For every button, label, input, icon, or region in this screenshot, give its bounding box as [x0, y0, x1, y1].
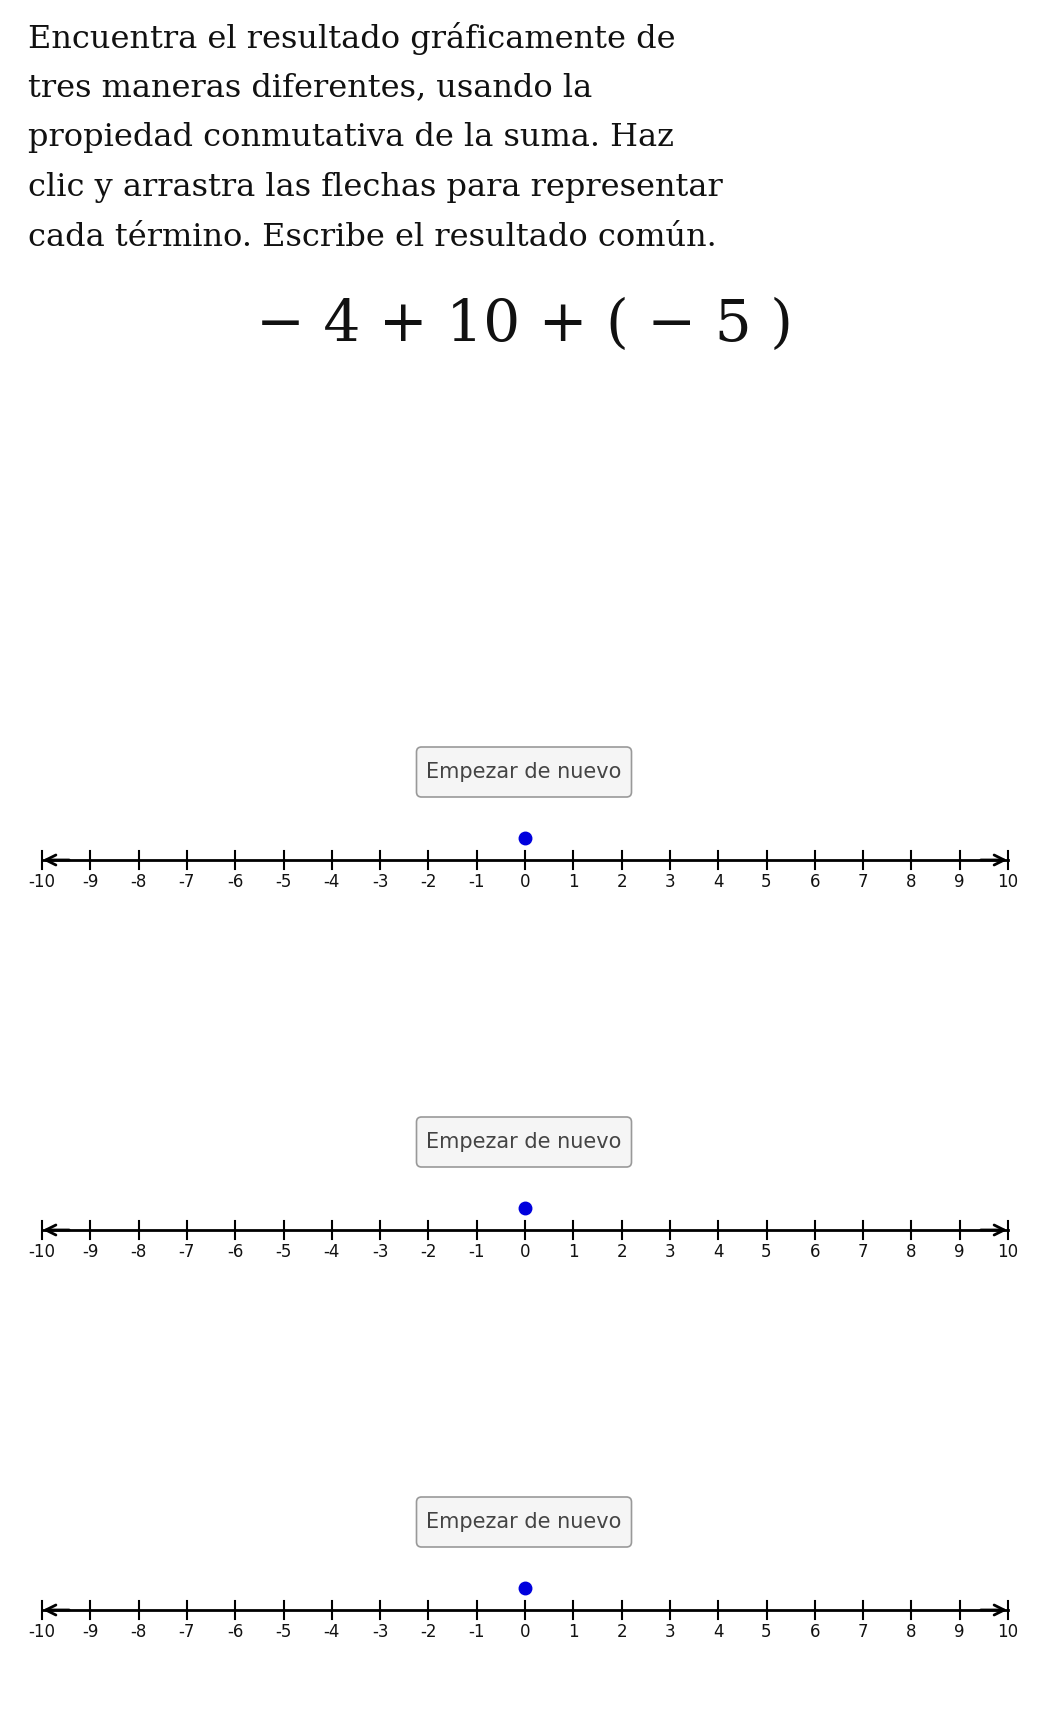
Text: Empezar de nuevo: Empezar de nuevo — [427, 763, 621, 781]
Text: -6: -6 — [227, 874, 243, 891]
Text: -7: -7 — [179, 1623, 195, 1642]
Text: 7: 7 — [858, 1243, 869, 1260]
Text: 6: 6 — [809, 1623, 820, 1642]
Text: 7: 7 — [858, 874, 869, 891]
Text: 8: 8 — [907, 1243, 917, 1260]
Text: 10: 10 — [998, 1623, 1019, 1642]
Text: 2: 2 — [616, 1623, 627, 1642]
Text: 5: 5 — [761, 1243, 771, 1260]
Text: 9: 9 — [955, 1243, 965, 1260]
Text: -9: -9 — [82, 1623, 99, 1642]
Text: − 4 + 10 + ( − 5 ): − 4 + 10 + ( − 5 ) — [256, 298, 792, 352]
Text: 4: 4 — [713, 1243, 723, 1260]
Text: 3: 3 — [664, 1243, 675, 1260]
Text: -1: -1 — [468, 1243, 485, 1260]
Text: -5: -5 — [276, 1623, 291, 1642]
Text: 1: 1 — [568, 874, 578, 891]
Text: -10: -10 — [28, 1243, 56, 1260]
Text: 0: 0 — [520, 1623, 530, 1642]
Text: -5: -5 — [276, 1243, 291, 1260]
Text: 6: 6 — [809, 874, 820, 891]
Text: 2: 2 — [616, 874, 627, 891]
Text: -3: -3 — [372, 1243, 389, 1260]
Text: 8: 8 — [907, 1623, 917, 1642]
Text: -8: -8 — [130, 1623, 147, 1642]
Text: -9: -9 — [82, 1243, 99, 1260]
Text: -5: -5 — [276, 874, 291, 891]
Text: -2: -2 — [420, 1243, 437, 1260]
Text: Empezar de nuevo: Empezar de nuevo — [427, 1512, 621, 1532]
Text: 6: 6 — [809, 1243, 820, 1260]
Text: -2: -2 — [420, 1623, 437, 1642]
Text: 4: 4 — [713, 874, 723, 891]
Text: 2: 2 — [616, 1243, 627, 1260]
FancyBboxPatch shape — [416, 1117, 632, 1166]
Text: -1: -1 — [468, 1623, 485, 1642]
FancyBboxPatch shape — [416, 1496, 632, 1548]
Text: -6: -6 — [227, 1243, 243, 1260]
FancyBboxPatch shape — [416, 747, 632, 797]
Text: -3: -3 — [372, 874, 389, 891]
Text: -9: -9 — [82, 874, 99, 891]
Text: -2: -2 — [420, 874, 437, 891]
Text: 7: 7 — [858, 1623, 869, 1642]
Text: 0: 0 — [520, 874, 530, 891]
Text: -7: -7 — [179, 1243, 195, 1260]
Text: clic y arrastra las flechas para representar: clic y arrastra las flechas para represe… — [28, 173, 723, 203]
Text: propiedad conmutativa de la suma. Haz: propiedad conmutativa de la suma. Haz — [28, 121, 674, 152]
Text: -7: -7 — [179, 874, 195, 891]
Text: 4: 4 — [713, 1623, 723, 1642]
Text: 0: 0 — [520, 1243, 530, 1260]
Text: -8: -8 — [130, 874, 147, 891]
Text: -8: -8 — [130, 1243, 147, 1260]
Text: -3: -3 — [372, 1623, 389, 1642]
Text: 10: 10 — [998, 874, 1019, 891]
Text: -4: -4 — [324, 1243, 340, 1260]
Text: 5: 5 — [761, 874, 771, 891]
Text: 3: 3 — [664, 1623, 675, 1642]
Text: cada término. Escribe el resultado común.: cada término. Escribe el resultado común… — [28, 222, 717, 253]
Text: 1: 1 — [568, 1623, 578, 1642]
Text: 9: 9 — [955, 874, 965, 891]
Text: 3: 3 — [664, 874, 675, 891]
Text: 8: 8 — [907, 874, 917, 891]
Text: -4: -4 — [324, 1623, 340, 1642]
Text: -10: -10 — [28, 874, 56, 891]
Text: -6: -6 — [227, 1623, 243, 1642]
Text: 10: 10 — [998, 1243, 1019, 1260]
Text: 9: 9 — [955, 1623, 965, 1642]
Text: 1: 1 — [568, 1243, 578, 1260]
Text: tres maneras diferentes, usando la: tres maneras diferentes, usando la — [28, 72, 592, 103]
Text: -1: -1 — [468, 874, 485, 891]
Text: 5: 5 — [761, 1623, 771, 1642]
Text: Empezar de nuevo: Empezar de nuevo — [427, 1132, 621, 1153]
Text: -4: -4 — [324, 874, 340, 891]
Text: -10: -10 — [28, 1623, 56, 1642]
Text: Encuentra el resultado gráficamente de: Encuentra el resultado gráficamente de — [28, 22, 676, 55]
